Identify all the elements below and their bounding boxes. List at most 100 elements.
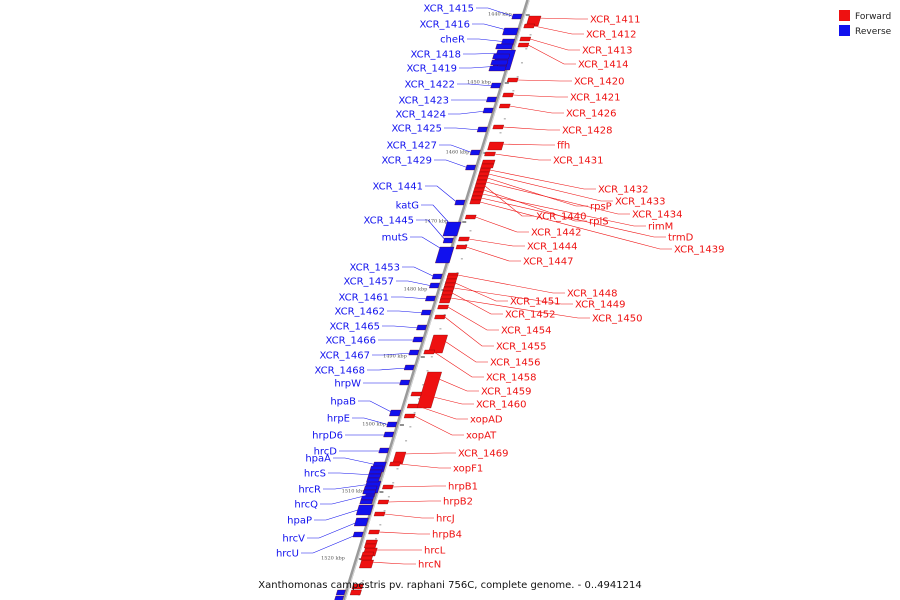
gene-label-xcr-1432[interactable]: XCR_1432 bbox=[598, 185, 649, 196]
gene-label-hrpb1[interactable]: hrpB1 bbox=[448, 482, 478, 493]
gene-label-xcr-1428[interactable]: XCR_1428 bbox=[562, 126, 613, 137]
gene-label-xcr-1442[interactable]: XCR_1442 bbox=[531, 228, 582, 239]
minor-marker bbox=[430, 356, 433, 358]
gene-label-xcr-1426[interactable]: XCR_1426 bbox=[566, 109, 617, 120]
gene-label-hrcs[interactable]: hrcS bbox=[304, 469, 326, 480]
scale-tick-label: 1450 kbp bbox=[467, 80, 491, 86]
gene-label-hrpb2[interactable]: hrpB2 bbox=[443, 497, 473, 508]
gene-label-hpaa[interactable]: hpaA bbox=[305, 454, 331, 465]
gene-label-xcr-1457[interactable]: XCR_1457 bbox=[343, 277, 394, 288]
gene-label-hpab[interactable]: hpaB bbox=[330, 397, 356, 408]
gene-label-xcr-1460[interactable]: XCR_1460 bbox=[476, 400, 527, 411]
gene-label-xcr-1466[interactable]: XCR_1466 bbox=[325, 336, 376, 347]
gene-label-xcr-1454[interactable]: XCR_1454 bbox=[501, 326, 552, 337]
gene-label-hrcl[interactable]: hrcL bbox=[424, 546, 446, 557]
gene-label-xcr-1468[interactable]: XCR_1468 bbox=[314, 366, 365, 377]
gene-label-hrcq[interactable]: hrcQ bbox=[294, 500, 318, 511]
gene-label-xcr-1459[interactable]: XCR_1459 bbox=[481, 387, 532, 398]
reverse-leader-line bbox=[328, 472, 375, 476]
forward-gene-block bbox=[368, 529, 380, 535]
gene-label-katg[interactable]: katG bbox=[396, 201, 419, 212]
minor-marker bbox=[460, 258, 463, 260]
gene-label-xcr-1412[interactable]: XCR_1412 bbox=[586, 30, 637, 41]
gene-label-xcr-1415[interactable]: XCR_1415 bbox=[423, 4, 474, 15]
forward-leader-line bbox=[417, 405, 468, 420]
gene-label-xcr-1444[interactable]: XCR_1444 bbox=[527, 242, 578, 253]
gene-label-muts[interactable]: mutS bbox=[382, 233, 408, 244]
gene-label-xcr-1422[interactable]: XCR_1422 bbox=[404, 80, 455, 91]
gene-label-xcr-1462[interactable]: XCR_1462 bbox=[334, 307, 385, 318]
gene-label-xcr-1414[interactable]: XCR_1414 bbox=[578, 60, 629, 71]
gene-label-xcr-1456[interactable]: XCR_1456 bbox=[490, 358, 541, 369]
gene-label-hrcu[interactable]: hrcU bbox=[276, 549, 299, 560]
gene-label-xcr-1416[interactable]: XCR_1416 bbox=[419, 20, 470, 31]
forward-leader-line bbox=[488, 173, 613, 202]
gene-label-xcr-1411[interactable]: XCR_1411 bbox=[590, 15, 641, 26]
gene-label-hrcr[interactable]: hrcR bbox=[298, 485, 321, 496]
gene-label-xcr-1453[interactable]: XCR_1453 bbox=[349, 263, 400, 274]
gene-label-hrcd[interactable]: hrcD bbox=[314, 447, 338, 458]
scale-tick-label: 1500 kbp bbox=[362, 422, 386, 428]
gene-label-xcr-1458[interactable]: XCR_1458 bbox=[486, 373, 537, 384]
gene-label-xcr-1418[interactable]: XCR_1418 bbox=[410, 50, 461, 61]
reverse-gene-block bbox=[335, 589, 346, 596]
gene-label-xcr-1440[interactable]: XCR_1440 bbox=[536, 212, 587, 223]
gene-label-xopat[interactable]: xopAT bbox=[466, 431, 497, 442]
gene-label-hrcj[interactable]: hrcJ bbox=[436, 514, 455, 525]
forward-leader-line bbox=[414, 415, 464, 436]
gene-label-hrcv[interactable]: hrcV bbox=[282, 534, 305, 545]
gene-label-xcr-1434[interactable]: XCR_1434 bbox=[632, 210, 683, 221]
gene-label-xcr-1419[interactable]: XCR_1419 bbox=[406, 64, 457, 75]
forward-gene-block bbox=[475, 179, 488, 185]
gene-label-xcr-1425[interactable]: XCR_1425 bbox=[391, 124, 442, 135]
reverse-gene-block bbox=[488, 65, 507, 72]
forward-gene-block bbox=[382, 484, 394, 490]
gene-label-xopad[interactable]: xopAD bbox=[470, 415, 503, 426]
forward-gene-block bbox=[416, 371, 442, 409]
forward-gene-block bbox=[349, 589, 362, 596]
reverse-gene-block bbox=[420, 309, 432, 316]
gene-label-xcr-1448[interactable]: XCR_1448 bbox=[567, 289, 618, 300]
gene-label-rpls[interactable]: rplS bbox=[589, 217, 609, 228]
forward-leader-line bbox=[392, 485, 446, 488]
gene-label-rimm[interactable]: rimM bbox=[648, 222, 673, 233]
gene-label-xcr-1421[interactable]: XCR_1421 bbox=[570, 93, 621, 104]
gene-label-rpsp[interactable]: rpsP bbox=[590, 202, 612, 213]
gene-label-xcr-1465[interactable]: XCR_1465 bbox=[329, 322, 380, 333]
scale-tick-label: 1470 kbp bbox=[424, 219, 448, 225]
gene-label-xcr-1431[interactable]: XCR_1431 bbox=[553, 156, 604, 167]
gene-label-trmd[interactable]: trmD bbox=[668, 233, 694, 244]
gene-label-xcr-1461[interactable]: XCR_1461 bbox=[338, 293, 389, 304]
gene-label-xcr-1420[interactable]: XCR_1420 bbox=[574, 77, 625, 88]
minor-marker bbox=[383, 510, 386, 512]
gene-label-xcr-1427[interactable]: XCR_1427 bbox=[386, 141, 437, 152]
gene-label-hrpd6[interactable]: hrpD6 bbox=[312, 431, 343, 442]
gene-label-xcr-1449[interactable]: XCR_1449 bbox=[575, 300, 626, 311]
gene-label-xcr-1441[interactable]: XCR_1441 bbox=[372, 182, 423, 193]
gene-label-xcr-1433[interactable]: XCR_1433 bbox=[615, 197, 666, 208]
minor-marker bbox=[426, 370, 429, 372]
gene-label-xcr-1469[interactable]: XCR_1469 bbox=[458, 449, 509, 460]
gene-label-xcr-1429[interactable]: XCR_1429 bbox=[381, 156, 432, 167]
gene-label-xcr-1450[interactable]: XCR_1450 bbox=[592, 314, 643, 325]
gene-label-xcr-1439[interactable]: XCR_1439 bbox=[674, 245, 725, 256]
gene-label-ffh[interactable]: ffh bbox=[557, 141, 570, 152]
gene-label-hrpw[interactable]: hrpW bbox=[334, 379, 361, 390]
gene-label-xcr-1452[interactable]: XCR_1452 bbox=[505, 310, 556, 321]
gene-label-hpap[interactable]: hpaP bbox=[287, 516, 312, 527]
gene-label-hrcn[interactable]: hrcN bbox=[418, 560, 441, 571]
gene-label-xcr-1445[interactable]: XCR_1445 bbox=[363, 216, 414, 227]
gene-label-xcr-1424[interactable]: XCR_1424 bbox=[395, 110, 446, 121]
gene-label-hrpe[interactable]: hrpE bbox=[327, 414, 350, 425]
gene-label-xcr-1467[interactable]: XCR_1467 bbox=[319, 351, 370, 362]
gene-label-xopf1[interactable]: xopF1 bbox=[453, 464, 483, 475]
reverse-gene-block bbox=[386, 421, 398, 428]
reverse-leader-line bbox=[307, 520, 361, 539]
gene-label-xcr-1447[interactable]: XCR_1447 bbox=[523, 257, 574, 268]
gene-label-xcr-1423[interactable]: XCR_1423 bbox=[398, 96, 449, 107]
gene-label-xcr-1451[interactable]: XCR_1451 bbox=[510, 297, 561, 308]
gene-label-cher[interactable]: cheR bbox=[440, 35, 465, 46]
gene-label-hrpb4[interactable]: hrpB4 bbox=[432, 530, 462, 541]
gene-label-xcr-1455[interactable]: XCR_1455 bbox=[496, 342, 547, 353]
gene-label-xcr-1413[interactable]: XCR_1413 bbox=[582, 46, 633, 57]
